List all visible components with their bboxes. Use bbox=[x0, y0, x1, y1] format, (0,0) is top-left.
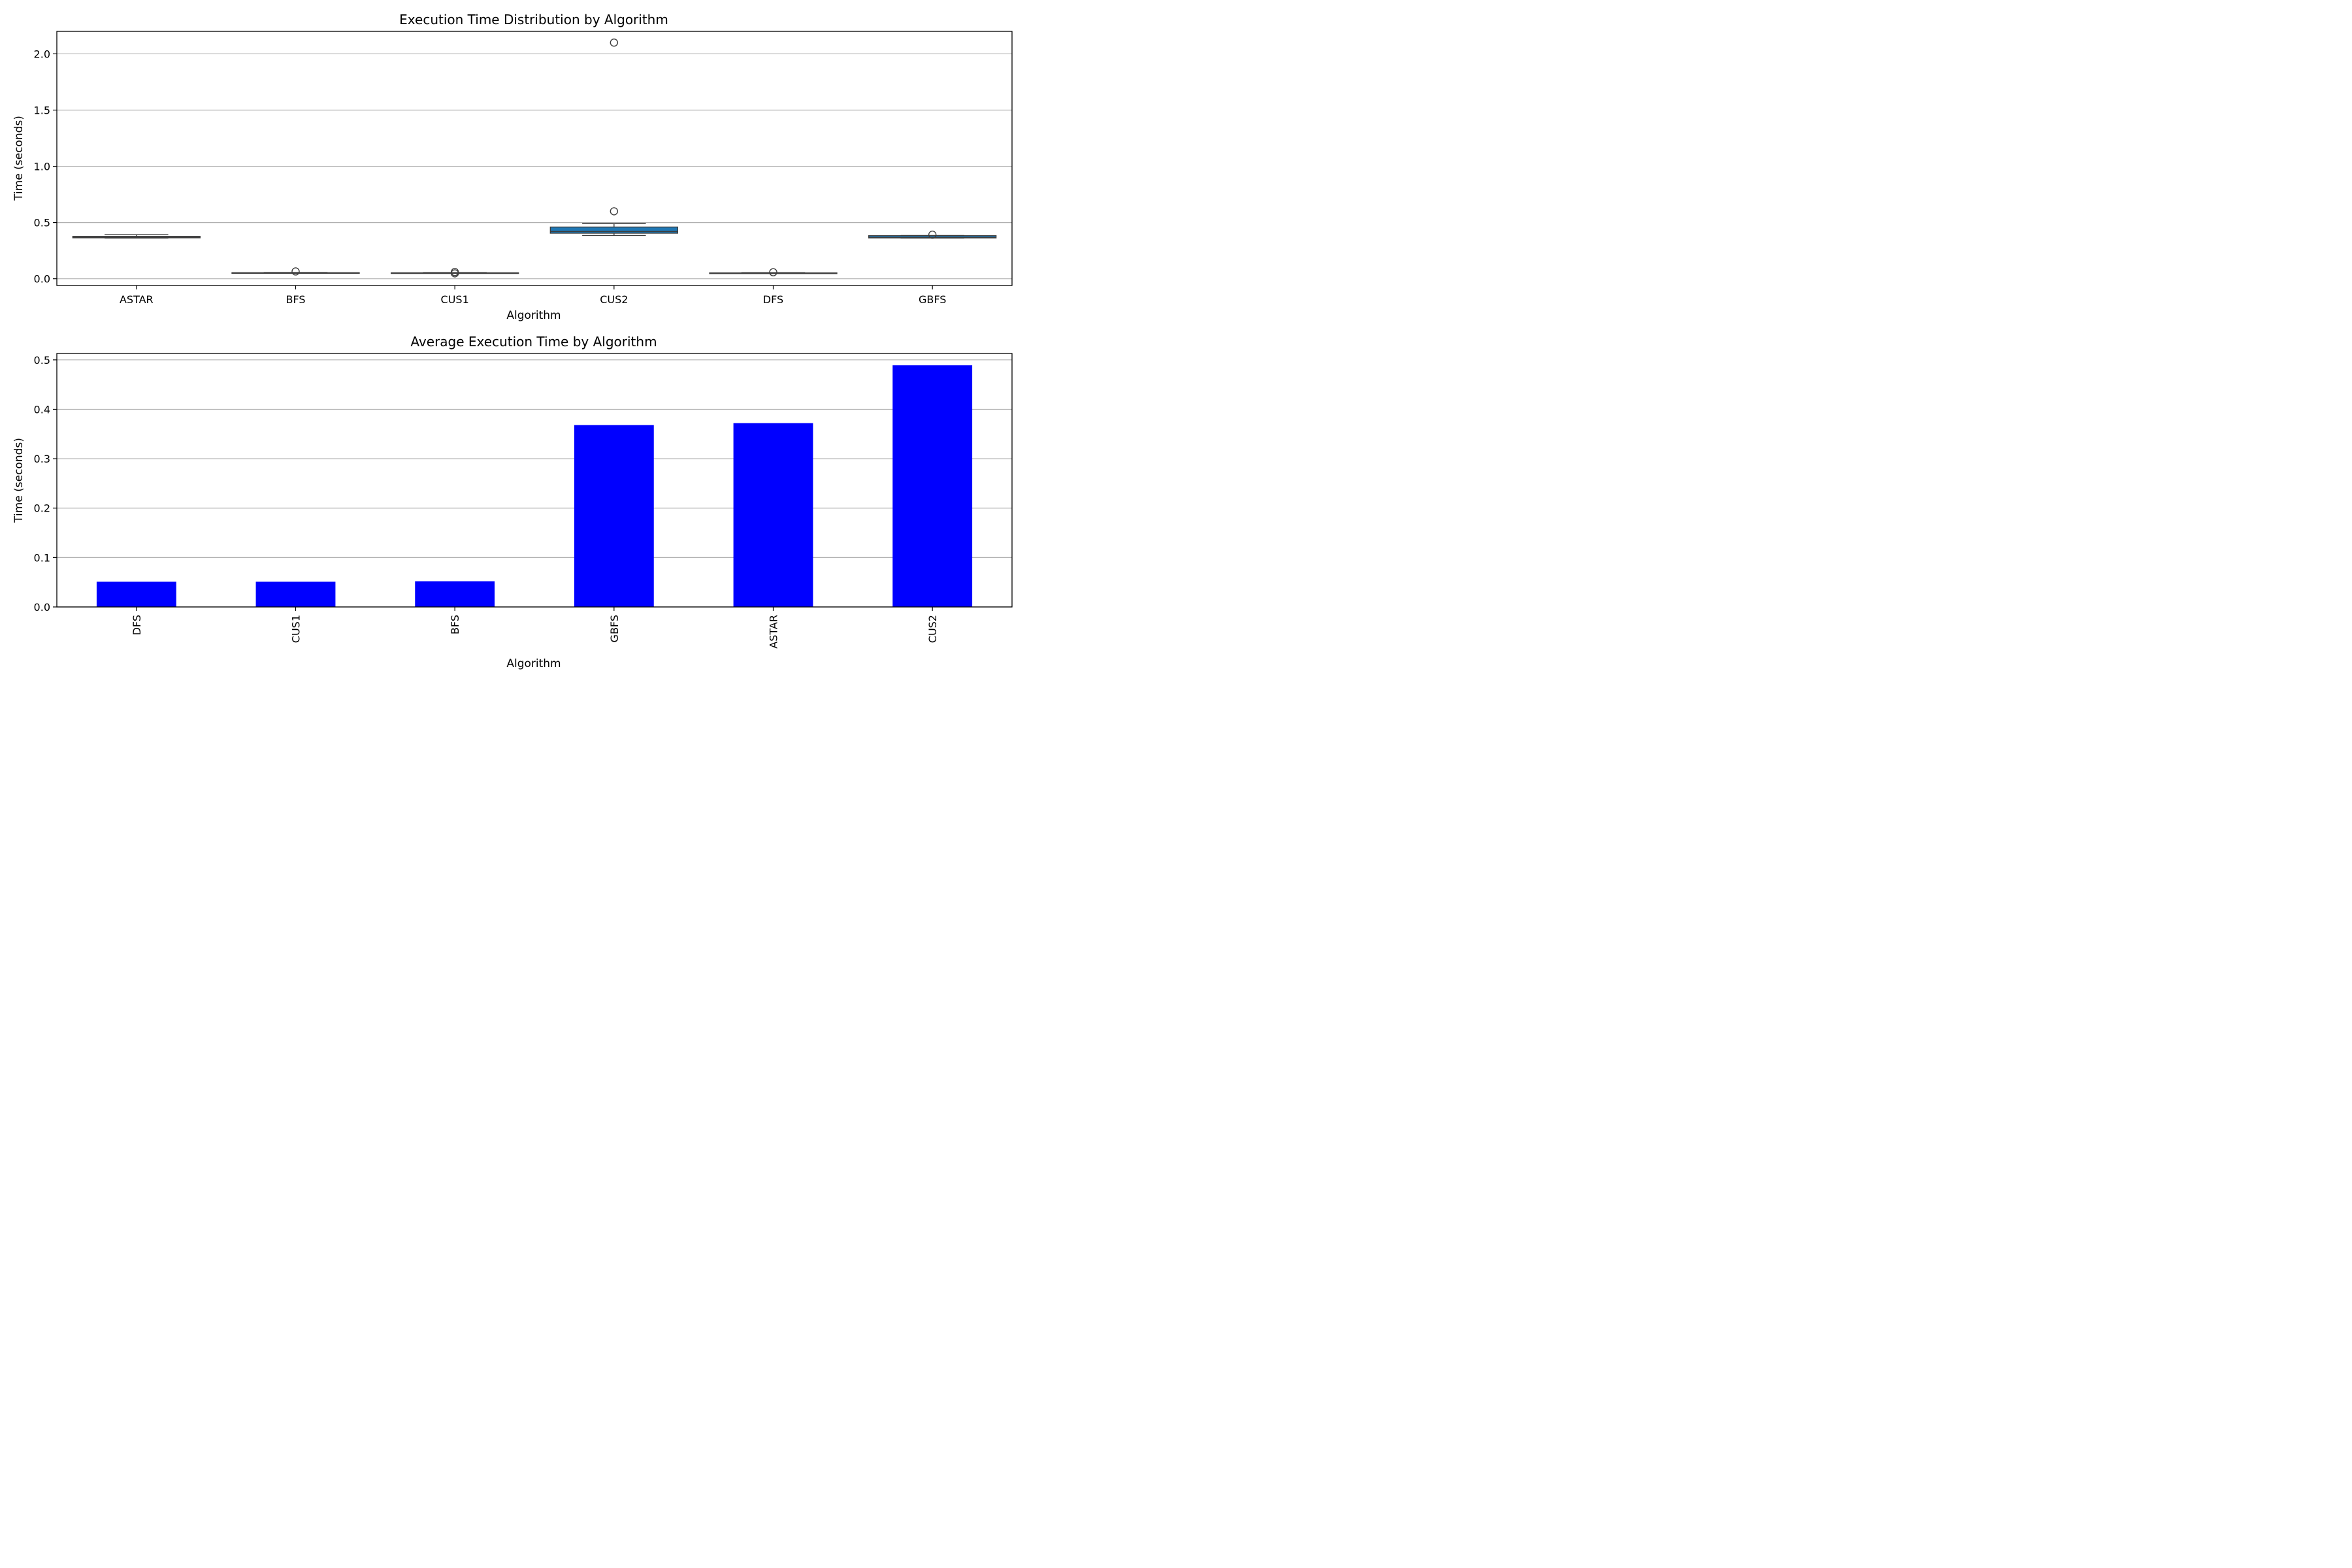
chart1-x-tick-label: CUS2 bbox=[600, 293, 628, 306]
figure: Execution Time Distribution by Algorithm… bbox=[12, 12, 1013, 670]
bar-bfs bbox=[415, 581, 495, 607]
chart1-y-tick-label: 1.5 bbox=[34, 104, 50, 116]
chart2-x-ticks: DFS CUS1 BFS GBFS ASTAR CUS2 bbox=[131, 607, 939, 649]
bar-cus1 bbox=[255, 581, 336, 607]
box-astar bbox=[72, 234, 201, 239]
chart2-y-ticks: 0.0 0.1 0.2 0.3 0.4 0.5 bbox=[34, 354, 57, 613]
chart2-y-tick-label: 0.2 bbox=[34, 502, 50, 515]
chart1-boxes bbox=[72, 39, 997, 278]
bar-chart: Average Execution Time by Algorithm 0.00… bbox=[12, 334, 1013, 670]
chart1-y-tick-label: 2.0 bbox=[34, 48, 50, 60]
chart2-x-tick-label: BFS bbox=[449, 615, 461, 634]
box-cus1 bbox=[391, 268, 519, 278]
chart2-plot-frame bbox=[56, 353, 1013, 608]
chart2-y-axis-label: Time (seconds) bbox=[12, 438, 25, 523]
outlier-point bbox=[291, 267, 300, 276]
chart2-gridlines bbox=[57, 359, 1012, 608]
chart2-bars bbox=[96, 365, 973, 607]
chart1-y-tick-label: 0.0 bbox=[34, 273, 50, 286]
chart1-plot-frame bbox=[56, 31, 1013, 286]
bar-astar bbox=[733, 423, 813, 607]
box-dfs bbox=[709, 268, 838, 276]
chart2-y-tick-label: 0.3 bbox=[34, 453, 50, 465]
chart2-x-tick-label: GBFS bbox=[608, 615, 621, 642]
chart1-x-tick-label: DFS bbox=[763, 293, 783, 306]
box-iqr bbox=[549, 226, 678, 234]
outlier-point bbox=[610, 207, 619, 216]
box-cus2 bbox=[549, 39, 678, 237]
chart1-x-ticks: ASTAR BFS CUS1 CUS2 DFS GBFS bbox=[120, 286, 946, 306]
chart2-y-tick-label: 0.0 bbox=[34, 601, 50, 613]
chart1-y-tick-label: 0.5 bbox=[34, 217, 50, 229]
box-bfs bbox=[231, 267, 360, 276]
chart1-x-tick-label: BFS bbox=[286, 293, 305, 306]
chart2-y-tick-label: 0.1 bbox=[34, 551, 50, 564]
box-plot-chart: Execution Time Distribution by Algorithm… bbox=[12, 12, 1013, 322]
chart2-y-tick-label: 0.5 bbox=[34, 354, 50, 367]
chart2-x-tick-label: ASTAR bbox=[768, 615, 780, 649]
bar-gbfs bbox=[574, 425, 654, 607]
chart1-x-axis-label: Algorithm bbox=[506, 309, 561, 322]
chart2-y-tick-label: 0.4 bbox=[34, 403, 50, 416]
outlier-point bbox=[450, 269, 459, 278]
chart1-x-tick-label: ASTAR bbox=[120, 293, 154, 306]
chart1-y-ticks: 0.0 0.5 1.0 1.5 2.0 bbox=[34, 48, 57, 286]
chart2-x-tick-label: CUS2 bbox=[926, 615, 939, 643]
chart1-y-axis-label: Time (seconds) bbox=[12, 116, 25, 201]
bar-dfs bbox=[96, 581, 176, 607]
bar-cus2 bbox=[892, 365, 973, 607]
chart1-gridlines bbox=[57, 53, 1012, 280]
chart2-x-tick-label: DFS bbox=[131, 615, 143, 635]
chart2-x-axis-label: Algorithm bbox=[506, 657, 561, 670]
chart1-x-tick-label: GBFS bbox=[919, 293, 946, 306]
chart2-title: Average Execution Time by Algorithm bbox=[410, 334, 657, 350]
chart1-y-tick-label: 1.0 bbox=[34, 161, 50, 173]
box-gbfs bbox=[868, 231, 997, 239]
outlier-point bbox=[769, 268, 777, 276]
outlier-point bbox=[610, 39, 619, 47]
chart1-x-tick-label: CUS1 bbox=[441, 293, 469, 306]
chart1-title: Execution Time Distribution by Algorithm bbox=[399, 12, 668, 27]
chart2-x-tick-label: CUS1 bbox=[290, 615, 302, 643]
outlier-point bbox=[928, 231, 937, 239]
